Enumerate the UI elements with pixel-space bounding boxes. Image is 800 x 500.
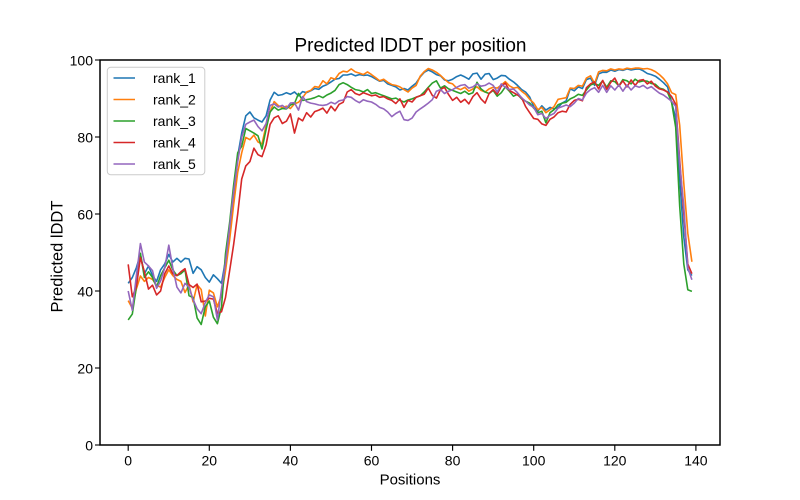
svg-text:0: 0 bbox=[85, 438, 93, 454]
svg-text:40: 40 bbox=[283, 453, 299, 469]
svg-text:20: 20 bbox=[202, 453, 218, 469]
svg-text:rank_1: rank_1 bbox=[153, 70, 196, 86]
svg-text:80: 80 bbox=[77, 130, 93, 146]
svg-text:rank_3: rank_3 bbox=[153, 113, 196, 129]
svg-text:0: 0 bbox=[124, 453, 132, 469]
svg-text:100: 100 bbox=[522, 453, 546, 469]
svg-text:100: 100 bbox=[70, 53, 94, 69]
svg-text:Predicted lDDT per position: Predicted lDDT per position bbox=[295, 36, 527, 57]
svg-text:140: 140 bbox=[684, 453, 708, 469]
svg-text:rank_4: rank_4 bbox=[153, 134, 196, 150]
svg-text:Positions: Positions bbox=[380, 471, 441, 488]
svg-text:rank_5: rank_5 bbox=[153, 156, 196, 172]
svg-text:rank_2: rank_2 bbox=[153, 91, 196, 107]
svg-text:60: 60 bbox=[364, 453, 380, 469]
svg-text:20: 20 bbox=[77, 361, 93, 377]
svg-text:60: 60 bbox=[77, 207, 93, 223]
svg-text:Predicted lDDT: Predicted lDDT bbox=[49, 201, 67, 313]
svg-text:80: 80 bbox=[445, 453, 461, 469]
svg-text:120: 120 bbox=[603, 453, 627, 469]
svg-text:40: 40 bbox=[77, 284, 93, 300]
